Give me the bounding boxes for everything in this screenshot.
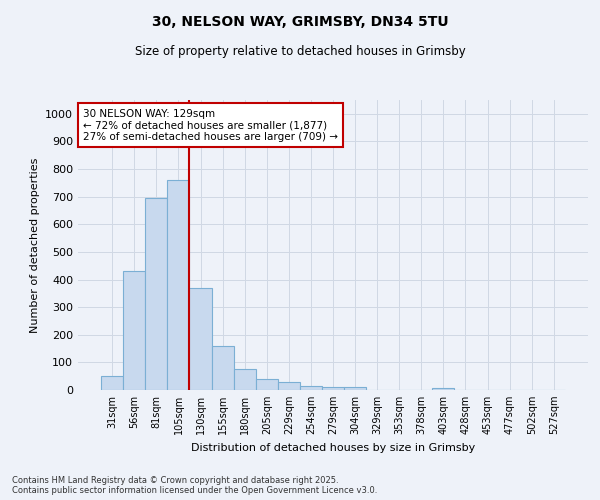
Text: 30, NELSON WAY, GRIMSBY, DN34 5TU: 30, NELSON WAY, GRIMSBY, DN34 5TU bbox=[152, 15, 448, 29]
Bar bbox=[433, 388, 454, 390]
Text: Contains HM Land Registry data © Crown copyright and database right 2025.
Contai: Contains HM Land Registry data © Crown c… bbox=[12, 476, 377, 495]
Bar bbox=[212, 346, 233, 390]
Bar bbox=[123, 271, 145, 390]
Text: 30 NELSON WAY: 129sqm
← 72% of detached houses are smaller (1,877)
27% of semi-d: 30 NELSON WAY: 129sqm ← 72% of detached … bbox=[83, 108, 338, 142]
Bar bbox=[344, 387, 366, 390]
Bar bbox=[300, 386, 322, 390]
Bar bbox=[322, 387, 344, 390]
Bar bbox=[101, 376, 123, 390]
Text: Size of property relative to detached houses in Grimsby: Size of property relative to detached ho… bbox=[134, 45, 466, 58]
Bar bbox=[167, 180, 190, 390]
Bar bbox=[233, 370, 256, 390]
Bar bbox=[145, 198, 167, 390]
Y-axis label: Number of detached properties: Number of detached properties bbox=[29, 158, 40, 332]
X-axis label: Distribution of detached houses by size in Grimsby: Distribution of detached houses by size … bbox=[191, 442, 475, 452]
Bar bbox=[190, 288, 212, 390]
Bar bbox=[278, 382, 300, 390]
Bar bbox=[256, 379, 278, 390]
